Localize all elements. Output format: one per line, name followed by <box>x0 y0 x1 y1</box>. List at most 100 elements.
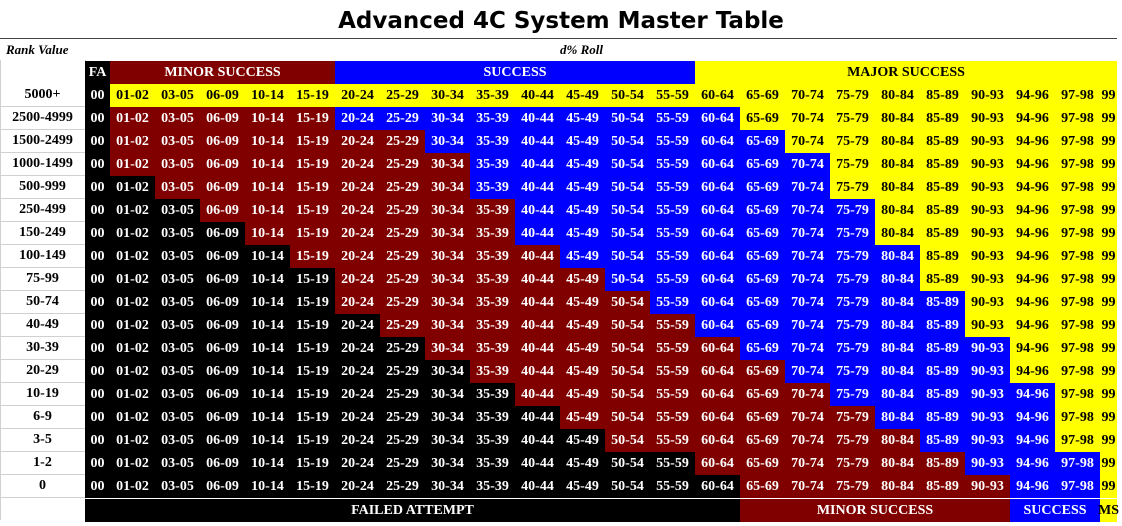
result-cell-success: 45-49 <box>560 222 605 245</box>
result-cell-success: 40-44 <box>515 107 560 130</box>
result-cell-success: 35-39 <box>470 176 515 199</box>
result-cell-success: 65-69 <box>740 222 785 245</box>
result-cell-failed: 00 <box>85 452 110 475</box>
result-cell-major: 90-93 <box>965 153 1010 176</box>
result-cell-success: 55-59 <box>650 153 695 176</box>
result-cell-success: 40-44 <box>515 153 560 176</box>
result-cell-minor: 03-05 <box>155 153 200 176</box>
result-cell-failed: 15-19 <box>290 429 335 452</box>
result-cell-minor: 55-59 <box>650 360 695 383</box>
result-cell-minor: 06-09 <box>200 199 245 222</box>
result-cell-failed: 03-05 <box>155 222 200 245</box>
result-cell-success: 90-93 <box>965 337 1010 360</box>
result-cell-failed: 30-34 <box>425 475 470 498</box>
result-cell-major: 94-96 <box>1010 176 1055 199</box>
result-cell-success: 55-59 <box>650 107 695 130</box>
result-cell-failed: 20-24 <box>335 337 380 360</box>
top_bands-major: MAJOR SUCCESS <box>695 61 1117 84</box>
result-cell-major: 60-64 <box>695 84 740 107</box>
result-cell-major: 45-49 <box>560 84 605 107</box>
result-cell-minor: 70-74 <box>785 475 830 498</box>
result-cell-minor: 65-69 <box>740 452 785 475</box>
rank-label: 40-49 <box>0 314 85 337</box>
result-cell-success: 65-69 <box>740 337 785 360</box>
result-cell-success: 60-64 <box>695 268 740 291</box>
result-cell-minor: 06-09 <box>200 107 245 130</box>
result-cell-major: 99 <box>1100 107 1117 130</box>
result-cell-success: 55-59 <box>650 199 695 222</box>
result-cell-major: 80-84 <box>875 222 920 245</box>
result-cell-minor: 55-59 <box>650 337 695 360</box>
result-cell-success: 50-54 <box>605 107 650 130</box>
result-cell-minor: 30-34 <box>425 291 470 314</box>
result-cell-success: 90-93 <box>965 452 1010 475</box>
result-cell-minor: 55-59 <box>650 406 695 429</box>
result-cell-failed: 06-09 <box>200 291 245 314</box>
result-cell-minor: 50-54 <box>605 314 650 337</box>
result-cell-minor: 03-05 <box>155 130 200 153</box>
result-cell-success: 50-54 <box>605 222 650 245</box>
result-cell-major: 99 <box>1100 429 1117 452</box>
result-cell-success: 70-74 <box>785 176 830 199</box>
result-cell-success: 75-79 <box>830 268 875 291</box>
result-cell-major: 94-96 <box>1010 360 1055 383</box>
result-cell-minor: 35-39 <box>470 314 515 337</box>
rank-label: 30-39 <box>0 337 85 360</box>
result-cell-major: 99 <box>1100 360 1117 383</box>
result-cell-major: 85-89 <box>920 130 965 153</box>
result-cell-minor: 10-14 <box>245 107 290 130</box>
result-cell-failed: 15-19 <box>290 452 335 475</box>
result-cell-major: 90-93 <box>965 107 1010 130</box>
result-cell-major: 99 <box>1100 84 1117 107</box>
result-cell-success: 65-69 <box>740 199 785 222</box>
result-cell-minor: 40-44 <box>515 314 560 337</box>
result-cell-failed: 01-02 <box>110 199 155 222</box>
title-divider <box>0 38 1117 39</box>
result-cell-success: 70-74 <box>785 360 830 383</box>
result-cell-major: 20-24 <box>335 84 380 107</box>
result-cell-major: 90-93 <box>965 222 1010 245</box>
result-cell-minor: 30-34 <box>425 337 470 360</box>
result-cell-minor: 40-44 <box>515 291 560 314</box>
result-cell-failed: 15-19 <box>290 314 335 337</box>
result-cell-failed: 03-05 <box>155 406 200 429</box>
result-cell-failed: 01-02 <box>110 314 155 337</box>
rank-label: 20-29 <box>0 360 85 383</box>
result-cell-major: 97-98 <box>1055 429 1100 452</box>
result-cell-major: 97-98 <box>1055 107 1100 130</box>
result-cell-success: 70-74 <box>785 222 830 245</box>
rank-label: 1500-2499 <box>0 130 85 153</box>
result-cell-success: 80-84 <box>875 291 920 314</box>
result-cell-success: 94-96 <box>1010 429 1055 452</box>
result-cell-minor: 50-54 <box>605 429 650 452</box>
result-cell-failed: 30-34 <box>425 429 470 452</box>
result-cell-minor: 30-34 <box>425 268 470 291</box>
result-cell-major: 10-14 <box>245 84 290 107</box>
result-cell-failed: 40-44 <box>515 475 560 498</box>
result-cell-success: 35-39 <box>470 130 515 153</box>
result-cell-failed: 25-29 <box>380 475 425 498</box>
result-cell-minor: 65-69 <box>740 360 785 383</box>
result-cell-success: 20-24 <box>335 107 380 130</box>
result-cell-failed: 00 <box>85 245 110 268</box>
result-cell-failed: 06-09 <box>200 475 245 498</box>
result-cell-minor: 35-39 <box>470 268 515 291</box>
result-cell-failed: 15-19 <box>290 291 335 314</box>
result-cell-failed: 25-29 <box>380 337 425 360</box>
result-cell-major: 80-84 <box>875 84 920 107</box>
result-cell-failed: 00 <box>85 406 110 429</box>
result-cell-success: 55-59 <box>650 268 695 291</box>
result-cell-major: 94-96 <box>1010 153 1055 176</box>
result-cell-failed: 10-14 <box>245 452 290 475</box>
result-cell-success: 97-98 <box>1055 452 1100 475</box>
result-cell-major: 99 <box>1100 383 1117 406</box>
result-cell-failed: 06-09 <box>200 314 245 337</box>
result-cell-major: 97-98 <box>1055 406 1100 429</box>
result-cell-major: 35-39 <box>470 84 515 107</box>
bottom_bands-success: SUCCESS <box>1010 499 1100 522</box>
result-cell-minor: 15-19 <box>290 130 335 153</box>
result-cell-major: 94-96 <box>1010 337 1055 360</box>
result-cell-success: 90-93 <box>965 429 1010 452</box>
result-cell-major: 94-96 <box>1010 130 1055 153</box>
page-title: Advanced 4C System Master Table <box>338 8 784 34</box>
